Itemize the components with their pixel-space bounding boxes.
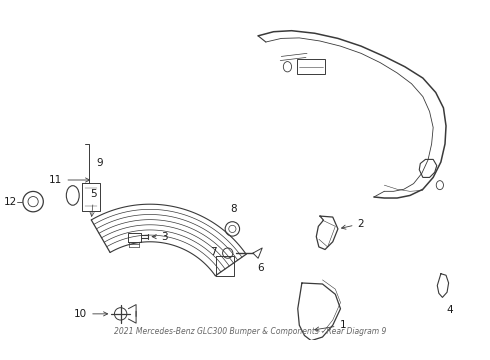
Text: 2: 2: [342, 219, 364, 229]
Text: 12: 12: [3, 197, 17, 207]
Text: 1: 1: [315, 320, 346, 331]
Bar: [297, 59, 325, 75]
Text: 11: 11: [49, 175, 90, 185]
Text: 3: 3: [152, 231, 168, 242]
Text: 10: 10: [74, 309, 108, 319]
Text: 9: 9: [96, 158, 102, 168]
Text: 8: 8: [230, 204, 237, 215]
Text: 4: 4: [446, 305, 453, 315]
Text: 2021 Mercedes-Benz GLC300 Bumper & Components - Rear Diagram 9: 2021 Mercedes-Benz GLC300 Bumper & Compo…: [114, 327, 387, 336]
Text: 7: 7: [210, 247, 217, 257]
Text: 5: 5: [90, 189, 97, 216]
Text: 6: 6: [257, 264, 264, 273]
